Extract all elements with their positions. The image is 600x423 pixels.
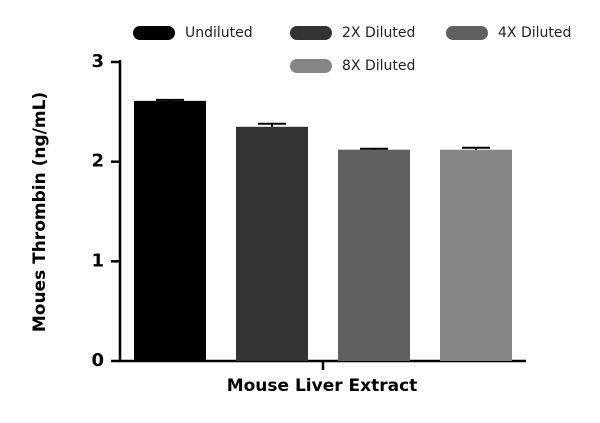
legend-swatch: [446, 26, 488, 40]
y-tick-label: 2: [91, 151, 104, 172]
y-tick-label: 3: [91, 51, 104, 72]
bar: [338, 149, 410, 361]
legend-label: Undiluted: [185, 25, 253, 41]
legend-swatch: [133, 26, 175, 40]
legend-label: 2X Diluted: [342, 25, 415, 41]
bar: [236, 126, 308, 362]
bar: [134, 100, 206, 362]
legend-label: 8X Diluted: [342, 58, 415, 74]
y-axis-title: Moues Thrombin (ng/mL): [30, 92, 50, 332]
legend-label: 4X Diluted: [498, 25, 571, 41]
legend-swatch: [290, 59, 332, 73]
bar: [440, 149, 512, 361]
y-tick-label: 1: [91, 250, 104, 271]
x-axis-title: Mouse Liver Extract: [227, 376, 418, 396]
y-tick-label: 0: [91, 350, 104, 371]
legend-swatch: [290, 26, 332, 40]
